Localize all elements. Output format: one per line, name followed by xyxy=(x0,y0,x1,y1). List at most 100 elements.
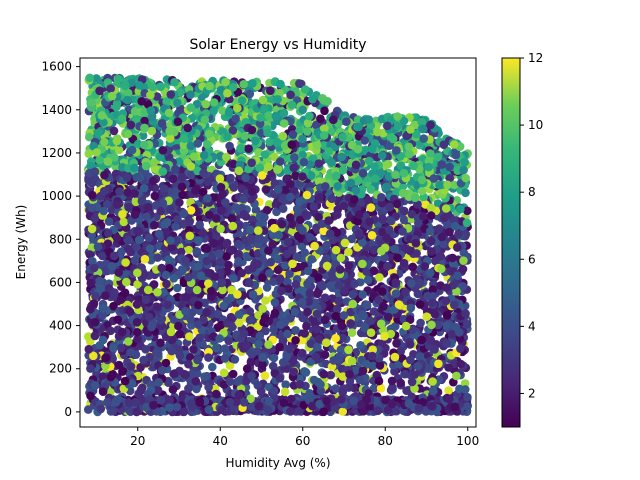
scatter-point xyxy=(235,318,244,328)
scatter-point xyxy=(189,345,198,354)
scatter-point xyxy=(185,231,195,241)
scatter-point xyxy=(100,170,109,180)
scatter-point xyxy=(98,372,108,381)
scatter-point xyxy=(163,300,173,310)
scatter-point xyxy=(441,321,451,331)
scatter-point xyxy=(303,279,312,289)
scatter-point xyxy=(133,227,143,236)
scatter-point xyxy=(295,79,304,88)
scatter-point xyxy=(400,243,410,253)
scatter-point xyxy=(104,217,114,226)
scatter-point xyxy=(270,152,279,162)
scatter-point xyxy=(334,296,344,306)
scatter-point xyxy=(326,370,336,380)
scatter-point xyxy=(281,380,291,389)
scatter-point xyxy=(322,261,332,271)
scatter-point xyxy=(118,367,127,376)
scatter-point xyxy=(306,339,316,349)
scatter-point xyxy=(122,277,131,287)
scatter-point xyxy=(412,249,421,258)
scatter-point xyxy=(262,206,272,215)
scatter-point xyxy=(285,344,295,354)
scatter-point xyxy=(287,394,296,404)
scatter-point xyxy=(181,293,191,302)
scatter-point xyxy=(113,315,123,324)
scatter-point xyxy=(92,74,101,83)
scatter-point xyxy=(334,356,344,365)
scatter-point xyxy=(225,141,234,151)
scatter-point xyxy=(320,124,329,133)
scatter-point xyxy=(348,290,358,299)
scatter-point xyxy=(149,280,159,289)
scatter-point xyxy=(290,307,300,317)
scatter-point xyxy=(260,213,269,222)
scatter-point xyxy=(195,214,205,223)
scatter-point xyxy=(328,272,338,282)
scatter-point xyxy=(124,337,133,346)
scatter-point xyxy=(462,319,472,329)
scatter-point xyxy=(346,319,355,328)
scatter-point xyxy=(340,238,350,248)
scatter-point xyxy=(218,190,227,199)
scatter-point xyxy=(216,183,226,192)
scatter-point xyxy=(280,185,290,195)
scatter-point xyxy=(321,182,330,191)
scatter-point xyxy=(185,353,195,362)
scatter-point xyxy=(168,174,178,184)
scatter-point xyxy=(192,247,201,256)
scatter-point xyxy=(311,120,321,130)
scatter-point xyxy=(228,322,237,332)
scatter-point xyxy=(283,237,293,247)
scatter-point xyxy=(186,315,195,324)
scatter-point xyxy=(402,386,411,396)
scatter-point xyxy=(154,378,163,387)
scatter-point xyxy=(380,253,389,262)
scatter-point xyxy=(460,379,470,388)
scatter-point xyxy=(298,150,307,160)
scatter-point xyxy=(126,362,136,371)
scatter-point xyxy=(366,316,375,326)
scatter-point xyxy=(450,180,459,190)
scatter-point xyxy=(262,283,272,292)
scatter-point xyxy=(419,134,429,143)
scatter-point xyxy=(273,265,283,275)
scatter-point xyxy=(444,386,453,395)
scatter-point xyxy=(133,334,142,344)
scatter-point xyxy=(162,97,171,106)
scatter-point xyxy=(109,301,118,311)
scatter-point xyxy=(272,138,282,147)
scatter-point xyxy=(353,217,362,226)
scatter-point xyxy=(405,315,415,325)
scatter-point xyxy=(233,239,243,249)
scatter-point xyxy=(301,85,310,94)
scatter-point xyxy=(426,336,436,345)
scatter-point xyxy=(442,339,452,349)
scatter-point xyxy=(84,405,93,414)
scatter-point xyxy=(387,376,397,386)
scatter-point xyxy=(123,88,133,98)
scatter-point xyxy=(278,204,288,213)
scatter-point xyxy=(360,323,370,333)
scatter-point xyxy=(85,132,94,142)
scatter-point xyxy=(426,149,435,158)
scatter-point xyxy=(326,281,335,290)
scatter-point xyxy=(300,248,310,257)
scatter-point xyxy=(270,298,280,307)
scatter-point xyxy=(260,371,270,381)
scatter-point xyxy=(306,171,316,180)
scatter-point xyxy=(415,300,425,309)
scatter-point xyxy=(298,335,307,345)
scatter-point xyxy=(302,127,312,136)
scatter-point xyxy=(386,253,396,262)
scatter-point xyxy=(244,278,254,288)
scatter-point xyxy=(150,191,160,201)
scatter-point xyxy=(463,392,472,402)
scatter-point xyxy=(291,171,300,180)
scatter-point xyxy=(184,245,194,255)
scatter-point xyxy=(98,387,108,397)
scatter-point xyxy=(426,236,436,246)
scatter-point xyxy=(109,126,119,136)
scatter-point xyxy=(161,358,171,368)
scatter-point xyxy=(309,202,319,211)
scatter-point xyxy=(85,250,95,259)
